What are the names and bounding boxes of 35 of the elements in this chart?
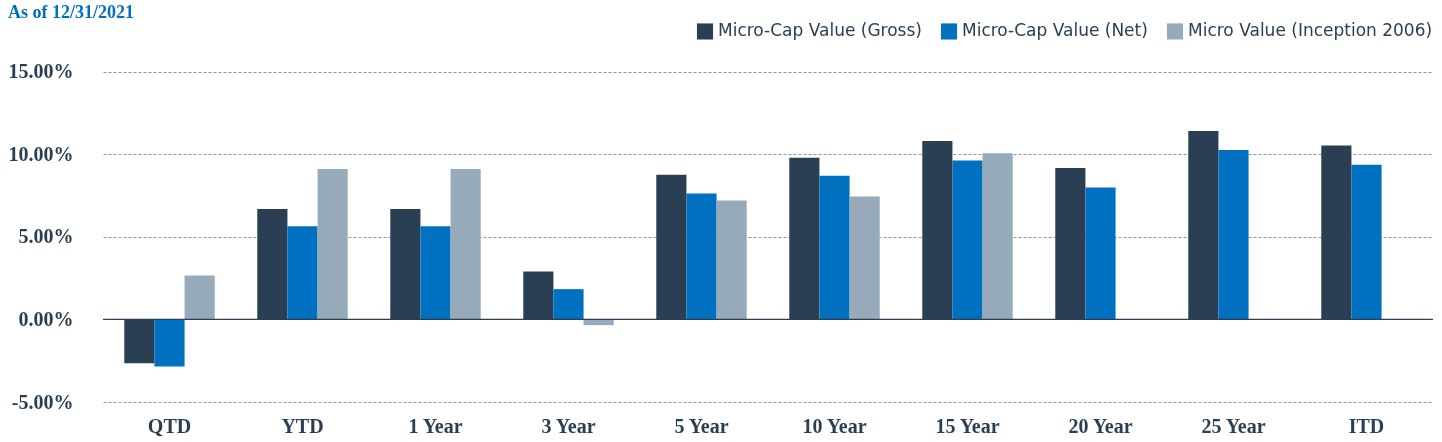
x-tick-label: 25 Year [1201,414,1266,437]
y-tick-label: -5.00% [11,390,74,413]
bar [420,226,451,320]
x-tick-label: YTD [281,414,324,437]
bar [1085,187,1116,320]
y-tick-label: 0.00% [18,307,74,330]
x-tick-label: QTD [147,414,192,437]
x-tick-label: ITD [1348,414,1385,437]
legend-label: Micro-Cap Value (Gross) [718,20,922,41]
y-tick-label: 5.00% [18,225,74,248]
bar [819,175,850,320]
bar [1351,164,1382,320]
bar [1218,150,1249,320]
x-tick-label: 5 Year [674,414,729,437]
y-tick-label: 10.00% [8,142,74,165]
legend-label: Micro Value (Inception 2006) [1188,20,1433,41]
chart-subtitle: As of 12/31/2021 [8,2,134,22]
bar [287,226,318,320]
bar [154,319,185,367]
y-tick-label: 15.00% [8,60,74,83]
bar [849,196,880,320]
bar [450,169,481,320]
x-tick-label: 1 Year [408,414,463,437]
x-tick-label: 15 Year [935,414,1000,437]
bar [716,200,747,320]
x-tick-label: 3 Year [541,414,596,437]
bar [952,160,983,320]
x-tick-label: 10 Year [802,414,867,437]
bar [553,289,584,320]
bar [982,153,1013,320]
x-tick-label: 20 Year [1068,414,1133,437]
bar [317,169,348,320]
bar [686,193,717,320]
legend-label: Micro-Cap Value (Net) [962,20,1148,41]
bar [184,275,215,320]
